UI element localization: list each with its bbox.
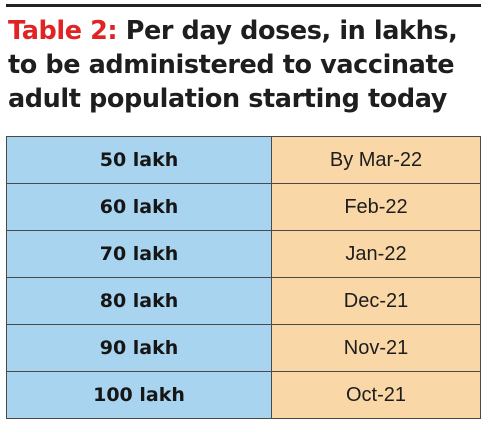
dose-cell: 90 lakh (6, 324, 272, 372)
target-date-cell: Nov-21 (271, 324, 481, 372)
table-row: 70 lakh Jan-22 (6, 230, 481, 278)
target-date-cell: By Mar-22 (271, 136, 481, 184)
table-row: 60 lakh Feb-22 (6, 183, 481, 231)
dose-cell: 60 lakh (6, 183, 272, 231)
top-rule (6, 4, 481, 7)
table-row: 100 lakh Oct-21 (6, 371, 481, 419)
target-date-cell: Dec-21 (271, 277, 481, 325)
target-date-cell: Feb-22 (271, 183, 481, 231)
target-date-cell: Jan-22 (271, 230, 481, 278)
table-number: Table 2: (8, 16, 118, 46)
dose-cell: 80 lakh (6, 277, 272, 325)
doses-table-body: 50 lakh By Mar-22 60 lakh Feb-22 70 lakh Jan-… (6, 136, 481, 419)
doses-table: 50 lakh By Mar-22 60 lakh Feb-22 70 lakh Jan-… (6, 136, 481, 419)
table-row: 50 lakh By Mar-22 (6, 136, 481, 184)
dose-cell: 70 lakh (6, 230, 272, 278)
dose-cell: 100 lakh (6, 371, 272, 419)
table-title-text: Per day doses, in lakhs, to be administe… (8, 16, 458, 114)
table-title: Table 2: Per day doses, in lakhs, to be … (8, 14, 480, 116)
table-row: 80 lakh Dec-21 (6, 277, 481, 325)
target-date-cell: Oct-21 (271, 371, 481, 419)
table-row: 90 lakh Nov-21 (6, 324, 481, 372)
dose-cell: 50 lakh (6, 136, 272, 184)
